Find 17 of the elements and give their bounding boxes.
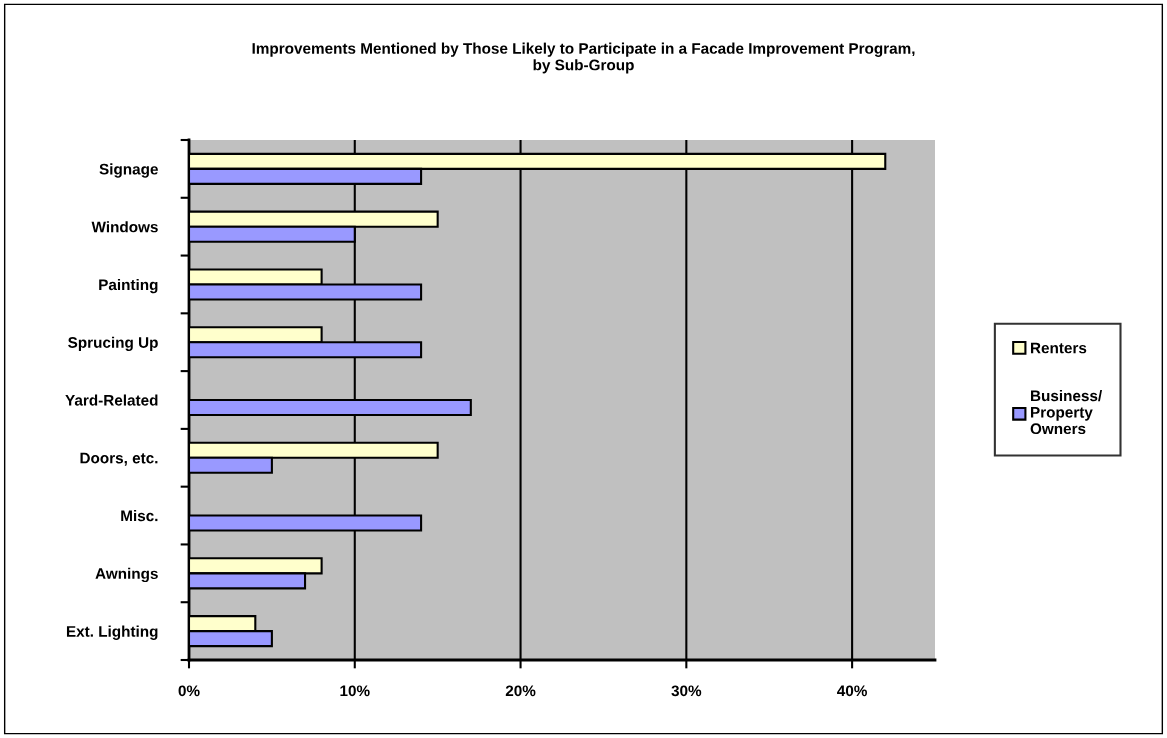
x-tick-label: 30% <box>671 685 702 697</box>
y-tick-label: Sprucing Up <box>68 336 158 351</box>
y-tick-label: Doors, etc. <box>80 452 158 466</box>
y-tick-label: Windows <box>91 221 158 233</box>
y-tick-label: Misc. <box>121 510 158 522</box>
x-tick-label: 40% <box>837 685 867 697</box>
y-tick-label: Awnings <box>95 567 158 583</box>
y-tick-label: Painting <box>99 278 158 294</box>
y-tick-label: Yard-Related <box>65 394 158 406</box>
x-tick-label: 20% <box>505 685 536 697</box>
x-tick-label: 10% <box>340 685 370 697</box>
y-tick-label: Signage <box>99 163 158 178</box>
chart-title: Improvements Mentioned by Those Likely to Participate in a Facade Improvement Program, by Sub-Group <box>252 42 915 74</box>
legend-label: Renters <box>1031 342 1087 354</box>
x-tick-label: 0% <box>178 685 200 697</box>
legend-label: Business/ Property Owners <box>1030 389 1103 435</box>
y-tick-label: Ext. Lighting <box>66 625 158 640</box>
